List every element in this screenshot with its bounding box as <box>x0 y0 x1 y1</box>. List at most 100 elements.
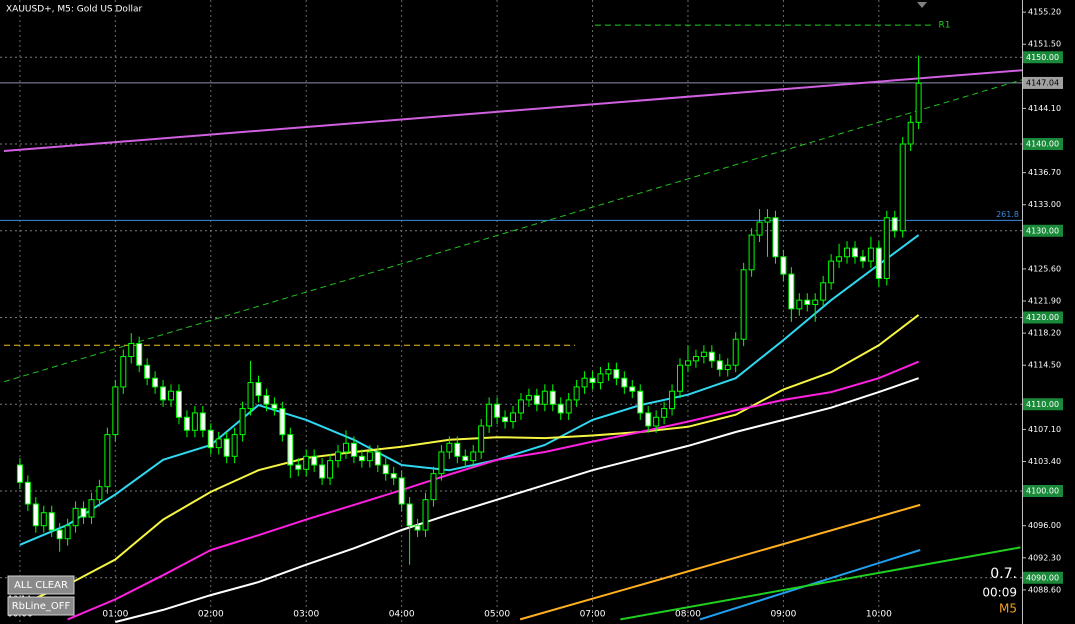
candle-body <box>605 369 612 375</box>
y-tick-label: 4133.00 <box>1028 200 1061 209</box>
candle-body <box>517 399 524 414</box>
candle-body <box>541 390 548 405</box>
candle-body <box>16 464 23 483</box>
candle-body <box>24 481 31 505</box>
candle-body <box>764 217 771 223</box>
candle-body <box>684 360 691 366</box>
candle-body <box>72 507 79 527</box>
button-label[interactable]: ALL CLEAR <box>14 580 68 591</box>
y-tick-label: 4121.90 <box>1028 297 1061 306</box>
candle-body <box>891 217 898 232</box>
candle-body <box>883 217 890 279</box>
x-tick-label: 03:00 <box>293 610 319 620</box>
candle-body <box>207 429 214 449</box>
candle-body <box>160 386 167 401</box>
y-tick-label: 4125.60 <box>1028 264 1061 273</box>
candle-body <box>215 438 222 449</box>
candle-body <box>748 234 755 271</box>
candle-body <box>780 256 787 275</box>
candle-body <box>486 403 493 427</box>
level-box <box>1023 398 1063 411</box>
candle-body <box>32 503 39 527</box>
candle-body <box>40 512 47 527</box>
candle-body <box>183 416 190 431</box>
candle-body <box>303 455 310 470</box>
candle-body <box>692 356 699 362</box>
candle-body <box>565 399 572 414</box>
candle-body <box>454 442 461 457</box>
candle-body <box>462 455 469 462</box>
candle-body <box>48 512 55 531</box>
y-tick-label: 4136.70 <box>1028 168 1061 177</box>
level-label: 4110.00 <box>1026 400 1059 409</box>
candle-body <box>557 403 564 414</box>
candle-body <box>168 390 175 401</box>
candle-body <box>64 525 71 540</box>
candle-body <box>342 442 349 453</box>
candle-body <box>128 343 135 358</box>
y-tick-label: 4096.00 <box>1028 521 1061 530</box>
candle-body <box>414 525 421 531</box>
candle-body <box>589 377 596 384</box>
candle-body <box>724 364 731 371</box>
level-label: 4090.00 <box>1026 573 1059 582</box>
candle-body <box>645 412 652 427</box>
level-box <box>1023 311 1063 324</box>
candle-body <box>844 247 851 258</box>
candle-body <box>716 360 723 371</box>
level-box <box>1023 51 1063 64</box>
x-tick-label: 05:00 <box>484 610 510 620</box>
level-label: 4120.00 <box>1026 313 1059 322</box>
trendline <box>620 546 1021 621</box>
plot-area <box>0 0 1022 623</box>
candle-body <box>915 82 922 123</box>
candle-body <box>867 247 874 262</box>
y-tick-label: 4114.50 <box>1028 361 1061 370</box>
candle-body <box>613 369 620 379</box>
candle-body <box>96 486 103 501</box>
candle-body <box>756 221 763 236</box>
candle-body <box>740 269 747 340</box>
candle-body <box>470 451 477 462</box>
candle-body <box>510 412 516 423</box>
level-label: 4100.00 <box>1026 487 1059 496</box>
trendline-label: R1 <box>939 21 951 31</box>
candle-body <box>327 460 334 479</box>
candle-body <box>820 282 827 301</box>
shift-marker <box>917 2 927 8</box>
candle-body <box>247 382 254 410</box>
level-label: 4140.00 <box>1026 140 1059 149</box>
candle-body <box>239 408 246 436</box>
candle-body <box>812 299 819 305</box>
candle-body <box>637 390 644 414</box>
candle-body <box>175 390 182 418</box>
button-label[interactable]: RbLine_OFF <box>12 601 71 612</box>
candle-body <box>788 273 795 310</box>
candle-body <box>335 451 342 462</box>
candle-body <box>669 390 676 410</box>
trendline <box>519 503 921 621</box>
candle-body <box>231 434 238 457</box>
candle-body <box>438 451 445 475</box>
x-tick-label: 07:00 <box>580 610 606 620</box>
candle-body <box>152 377 159 388</box>
candle-body <box>358 455 365 462</box>
button[interactable] <box>7 596 75 616</box>
candle-body <box>191 412 198 431</box>
candle-body <box>859 256 866 262</box>
button[interactable] <box>7 575 75 595</box>
candle-body <box>422 499 429 531</box>
candle-body <box>287 434 294 466</box>
candle-body <box>120 356 127 388</box>
candle-body <box>875 247 882 279</box>
candle-body <box>804 299 811 305</box>
x-tick-label: 10:00 <box>866 610 892 620</box>
candle-body <box>80 507 87 518</box>
candle-body <box>732 338 739 366</box>
candle-body <box>112 386 119 436</box>
candle-body <box>597 373 604 384</box>
y-tick-label: 4088.60 <box>1028 585 1061 594</box>
candle-body <box>677 364 684 392</box>
candle-body <box>374 451 381 466</box>
